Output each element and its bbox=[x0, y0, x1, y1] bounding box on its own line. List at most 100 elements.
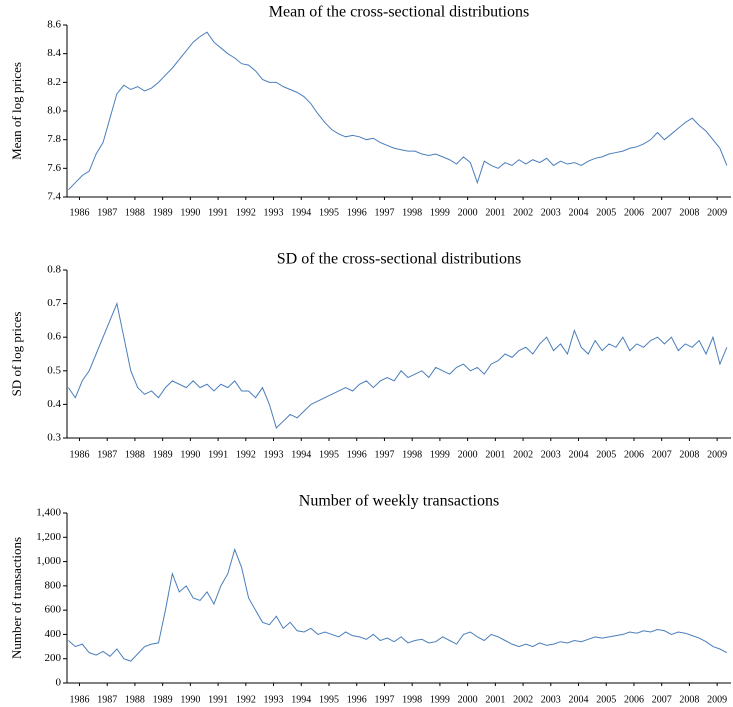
y-tick-label: 8.4 bbox=[47, 47, 61, 59]
x-tick-label: 1997 bbox=[374, 449, 394, 460]
data-line bbox=[67, 301, 728, 429]
x-tick-label: 1998 bbox=[402, 207, 422, 218]
x-tick-label: 1987 bbox=[97, 449, 117, 460]
data-line bbox=[68, 547, 728, 662]
x-tick-label: 1992 bbox=[236, 449, 256, 460]
y-tick-label: 0.3 bbox=[47, 432, 61, 444]
x-tick-label: 1994 bbox=[291, 694, 311, 705]
data-line bbox=[68, 31, 728, 191]
x-tick-label: 2002 bbox=[513, 449, 533, 460]
x-tick-label: 2001 bbox=[485, 694, 505, 705]
x-tick-label: 1989 bbox=[153, 694, 173, 705]
y-axis-label: SD of log prices bbox=[9, 312, 24, 397]
y-tick-label: 800 bbox=[45, 579, 62, 591]
y-tick-label: 1,400 bbox=[36, 507, 61, 519]
y-tick-label: 0.8 bbox=[47, 264, 61, 276]
x-tick-label: 1988 bbox=[125, 207, 145, 218]
x-tick-label: 1992 bbox=[236, 694, 256, 705]
x-tick-label: 2004 bbox=[569, 449, 589, 460]
y-tick-label: 8.0 bbox=[47, 105, 61, 117]
x-tick-label: 2008 bbox=[679, 449, 699, 460]
x-tick-label: 2004 bbox=[569, 207, 589, 218]
y-tick-label: 7.6 bbox=[47, 162, 61, 174]
y-tick-label: 7.8 bbox=[47, 133, 61, 145]
x-tick-label: 1998 bbox=[402, 694, 422, 705]
x-tick-label: 2001 bbox=[485, 449, 505, 460]
x-tick-label: 2000 bbox=[458, 694, 478, 705]
x-tick-label: 1986 bbox=[69, 449, 89, 460]
y-tick-label: 0.4 bbox=[47, 398, 61, 410]
chart-title: SD of the cross-sectional distributions bbox=[277, 251, 521, 268]
x-tick-label: 1988 bbox=[125, 694, 145, 705]
x-tick-label: 1990 bbox=[180, 449, 200, 460]
x-tick-label: 2006 bbox=[624, 207, 644, 218]
y-tick-label: 600 bbox=[45, 604, 62, 616]
x-tick-label: 2005 bbox=[596, 694, 616, 705]
x-tick-label: 2009 bbox=[707, 449, 727, 460]
x-tick-label: 2003 bbox=[541, 694, 561, 705]
x-tick-label: 2009 bbox=[707, 694, 727, 705]
x-tick-label: 1997 bbox=[374, 694, 394, 705]
x-tick-label: 1991 bbox=[208, 449, 228, 460]
x-tick-label: 2006 bbox=[624, 694, 644, 705]
y-tick-label: 7.4 bbox=[47, 191, 61, 203]
x-tick-label: 1994 bbox=[291, 449, 311, 460]
x-tick-label: 1991 bbox=[208, 207, 228, 218]
x-tick-label: 1997 bbox=[374, 207, 394, 218]
x-tick-label: 1999 bbox=[430, 449, 450, 460]
x-tick-label: 1999 bbox=[430, 207, 450, 218]
x-tick-label: 2001 bbox=[485, 207, 505, 218]
x-tick-label: 2009 bbox=[707, 207, 727, 218]
x-tick-label: 2000 bbox=[458, 449, 478, 460]
y-tick-label: 1,200 bbox=[36, 531, 61, 543]
x-tick-label: 2002 bbox=[513, 207, 533, 218]
x-tick-label: 2000 bbox=[458, 207, 478, 218]
chart-title: Number of weekly transactions bbox=[299, 493, 499, 510]
y-tick-label: 1,000 bbox=[36, 555, 61, 567]
y-tick-label: 0 bbox=[56, 677, 62, 689]
x-tick-label: 1989 bbox=[153, 207, 173, 218]
y-tick-label: 400 bbox=[45, 628, 62, 640]
y-tick-label: 0.5 bbox=[47, 364, 61, 376]
x-tick-label: 2003 bbox=[541, 449, 561, 460]
y-axis-label: Mean of log prices bbox=[9, 62, 24, 160]
y-tick-label: 200 bbox=[45, 652, 62, 664]
x-tick-label: 1990 bbox=[180, 207, 200, 218]
x-tick-label: 1987 bbox=[97, 694, 117, 705]
y-tick-label: 8.6 bbox=[47, 19, 61, 31]
x-tick-label: 2005 bbox=[596, 207, 616, 218]
x-tick-label: 1991 bbox=[208, 694, 228, 705]
x-tick-label: 1996 bbox=[347, 449, 367, 460]
x-tick-label: 2007 bbox=[652, 207, 672, 218]
y-tick-label: 0.6 bbox=[47, 331, 61, 343]
x-tick-label: 2006 bbox=[624, 449, 644, 460]
x-tick-label: 1999 bbox=[430, 694, 450, 705]
x-tick-label: 1992 bbox=[236, 207, 256, 218]
y-tick-label: 8.2 bbox=[47, 76, 61, 88]
x-tick-label: 1994 bbox=[291, 207, 311, 218]
x-tick-label: 1995 bbox=[319, 449, 339, 460]
y-tick-label: 0.7 bbox=[47, 297, 61, 309]
x-tick-label: 2008 bbox=[679, 694, 699, 705]
x-tick-label: 1989 bbox=[153, 449, 173, 460]
chart-title: Mean of the cross-sectional distribution… bbox=[269, 4, 529, 21]
x-tick-label: 1986 bbox=[69, 207, 89, 218]
x-tick-label: 2005 bbox=[596, 449, 616, 460]
x-tick-label: 2007 bbox=[652, 449, 672, 460]
x-tick-label: 2002 bbox=[513, 694, 533, 705]
x-tick-label: 2008 bbox=[679, 207, 699, 218]
x-tick-label: 1986 bbox=[69, 694, 89, 705]
y-axis-label: Number of transactions bbox=[9, 537, 24, 659]
x-tick-label: 1993 bbox=[264, 207, 284, 218]
x-tick-label: 2003 bbox=[541, 207, 561, 218]
x-tick-label: 1990 bbox=[180, 694, 200, 705]
x-tick-label: 2007 bbox=[652, 694, 672, 705]
x-tick-label: 1987 bbox=[97, 207, 117, 218]
x-tick-label: 1988 bbox=[125, 449, 145, 460]
x-tick-label: 2004 bbox=[569, 694, 589, 705]
x-tick-label: 1993 bbox=[264, 694, 284, 705]
x-tick-label: 1995 bbox=[319, 207, 339, 218]
x-tick-label: 1995 bbox=[319, 694, 339, 705]
x-tick-label: 1993 bbox=[264, 449, 284, 460]
